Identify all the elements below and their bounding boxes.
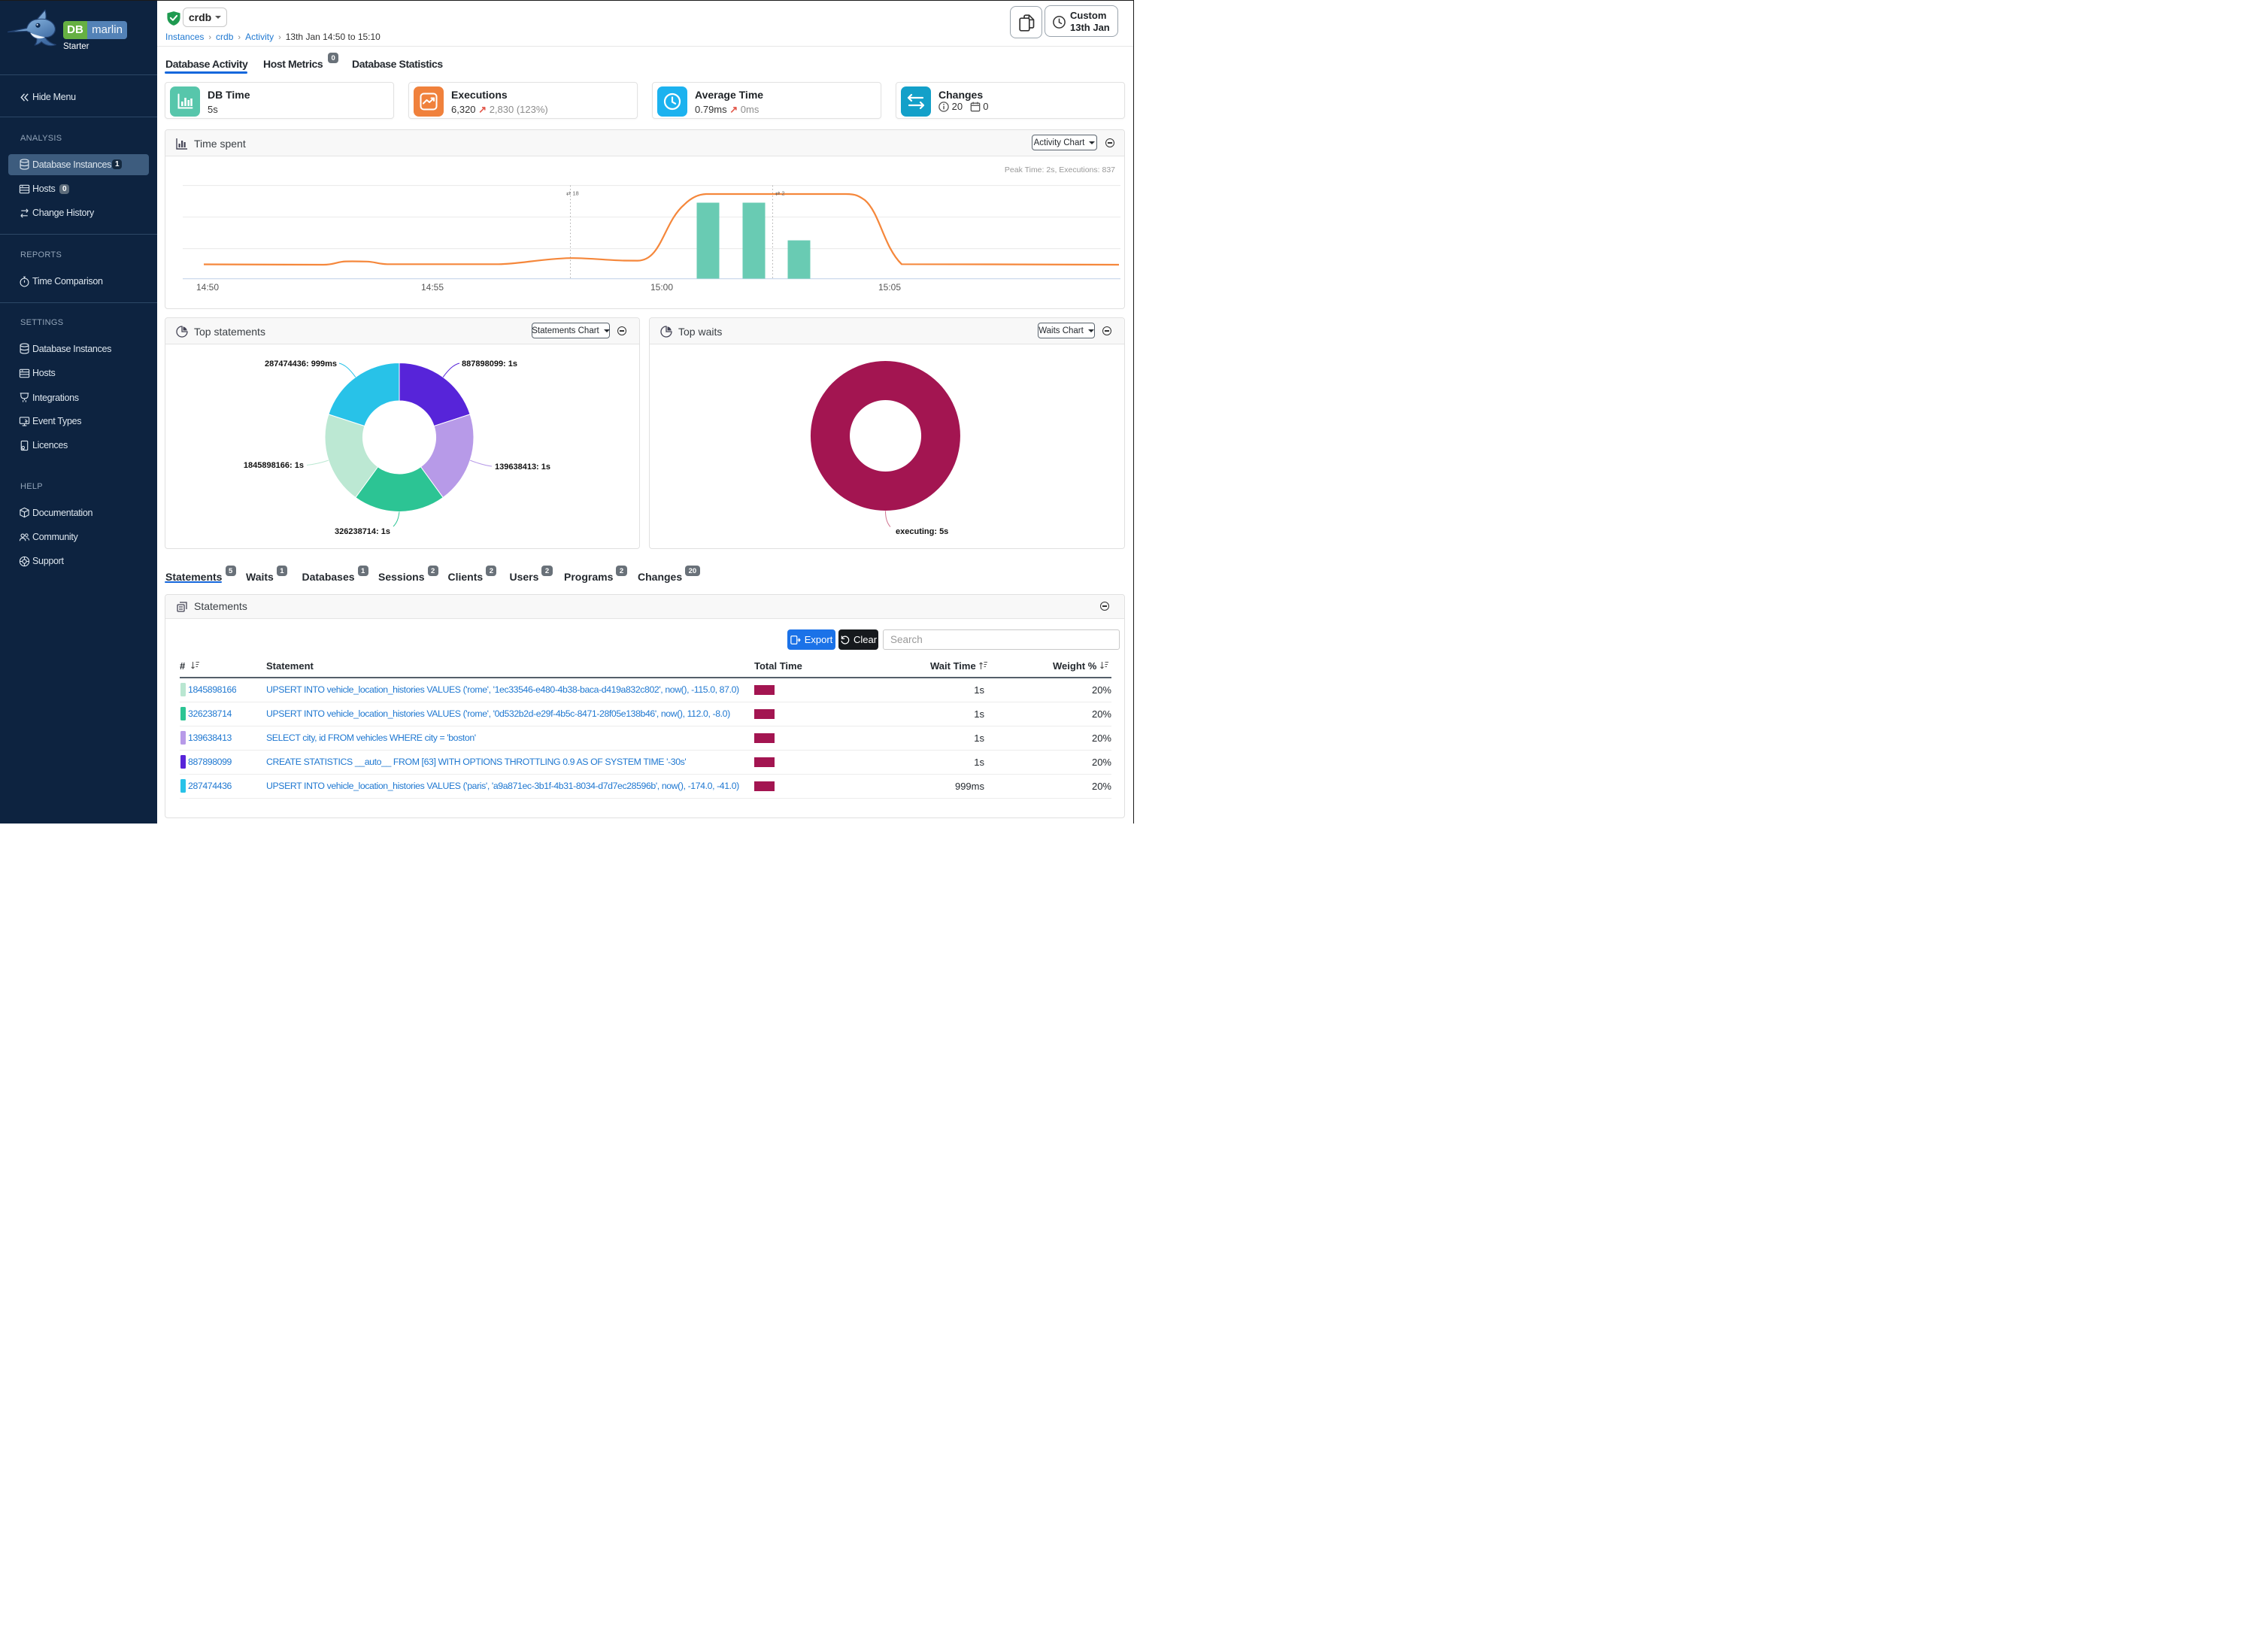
svg-text:1845898166: 1s: 1845898166: 1s xyxy=(244,461,304,470)
svg-text:15:05: 15:05 xyxy=(878,282,901,293)
svg-text:Peak Time: 2s, Executions: 837: Peak Time: 2s, Executions: 837 xyxy=(1005,165,1115,174)
svg-text:15:00: 15:00 xyxy=(650,282,673,293)
svg-text:326238714: 1s: 326238714: 1s xyxy=(335,527,390,536)
svg-text:14:55: 14:55 xyxy=(421,282,444,293)
svg-text:⇄ 18: ⇄ 18 xyxy=(566,190,579,197)
svg-text:executing: 5s: executing: 5s xyxy=(896,527,948,536)
svg-text:139638413: 1s: 139638413: 1s xyxy=(495,463,550,472)
svg-text:887898099: 1s: 887898099: 1s xyxy=(462,359,517,369)
svg-text:287474436: 999ms: 287474436: 999ms xyxy=(265,359,337,369)
svg-text:⇄ 2: ⇄ 2 xyxy=(775,190,785,197)
svg-text:14:50: 14:50 xyxy=(196,282,219,293)
